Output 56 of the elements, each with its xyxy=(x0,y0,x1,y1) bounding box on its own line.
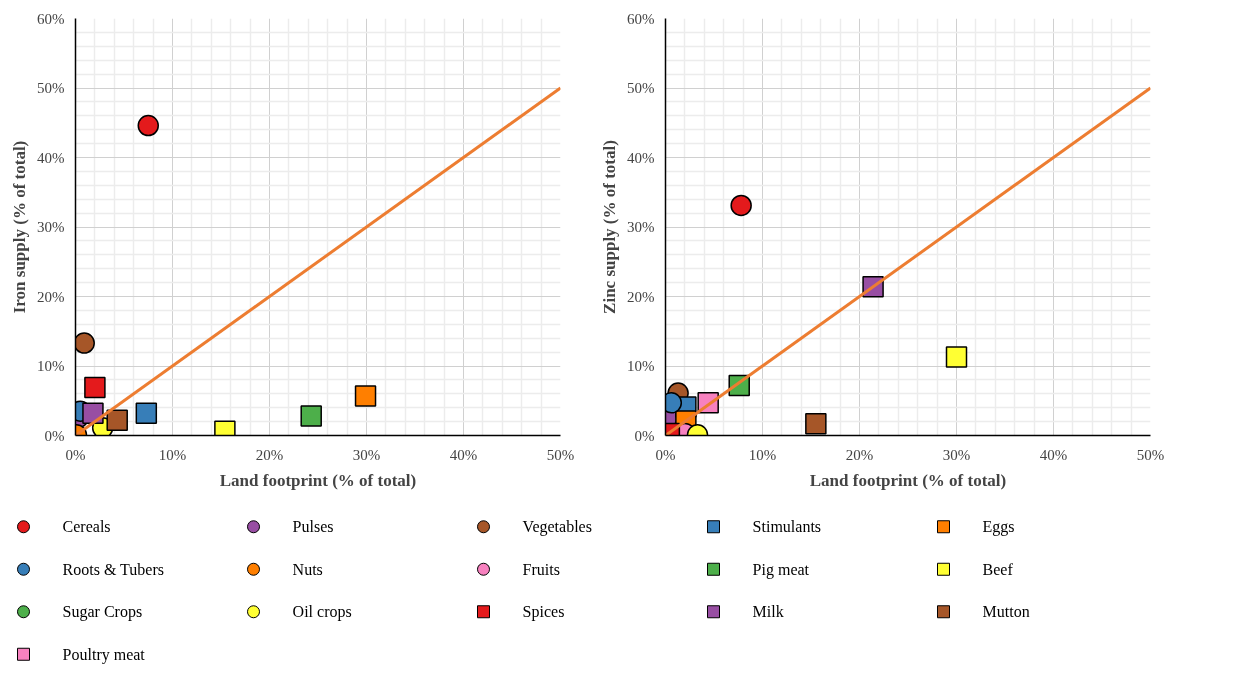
legend-label: Mutton xyxy=(982,603,1030,621)
legend-label: Milk xyxy=(752,603,784,621)
y-tick-label: 50% xyxy=(627,80,655,96)
y-tick-label: 10% xyxy=(627,358,655,374)
y-tick-label: 60% xyxy=(627,10,655,27)
legend-label: Cereals xyxy=(62,518,111,536)
y-tick-label: 40% xyxy=(627,149,655,166)
y-tick-label: 60% xyxy=(37,10,65,27)
y-tick-label: 20% xyxy=(37,288,65,305)
y-tick-label: 0% xyxy=(634,427,655,444)
legend-label: Oil crops xyxy=(292,603,352,622)
legend-label: Eggs xyxy=(982,518,1015,537)
point xyxy=(135,402,158,425)
legend-label: Nuts xyxy=(292,560,323,578)
x-tick-label: 50% xyxy=(1136,446,1165,463)
x-tick-label: 10% xyxy=(158,446,187,463)
legend-label: Pig meat xyxy=(752,560,810,579)
x-axis-title: Land footprint (% of total) xyxy=(219,470,417,490)
y-tick-label: 10% xyxy=(37,358,65,374)
x-tick-label: 20% xyxy=(845,446,874,463)
point xyxy=(730,194,752,217)
legend-label: Stimulants xyxy=(752,518,822,536)
legend-label: Vegetables xyxy=(522,518,592,537)
legend-label: Pulses xyxy=(292,518,334,536)
x-tick-label: 0% xyxy=(65,446,86,463)
y-axis-title: Iron supply (% of total) xyxy=(10,140,29,314)
point xyxy=(300,405,322,427)
y-tick-label: 40% xyxy=(37,149,65,166)
y-tick-label: 30% xyxy=(627,219,655,235)
point xyxy=(137,114,159,137)
legend-label: Poultry meat xyxy=(62,645,146,664)
legend-label: Sugar Crops xyxy=(62,603,143,622)
x-tick-label: 50% xyxy=(546,446,575,463)
point xyxy=(945,346,968,368)
legend-label: Spices xyxy=(522,603,565,622)
x-tick-label: 20% xyxy=(255,446,284,463)
legend-label: Roots & Tubers xyxy=(62,560,164,578)
x-tick-label: 0% xyxy=(655,446,676,463)
point xyxy=(805,412,827,435)
x-tick-label: 30% xyxy=(352,446,381,463)
point xyxy=(84,376,106,399)
y-tick-label: 0% xyxy=(44,427,65,444)
x-axis-title: Land footprint (% of total) xyxy=(809,470,1007,490)
x-tick-label: 40% xyxy=(449,446,478,463)
point xyxy=(75,332,95,354)
y-tick-label: 20% xyxy=(627,288,655,305)
legend-label: Fruits xyxy=(522,560,560,578)
x-tick-label: 40% xyxy=(1039,446,1068,463)
point xyxy=(354,385,377,407)
x-tick-label: 10% xyxy=(748,446,777,463)
y-tick-label: 50% xyxy=(37,80,65,96)
x-tick-label: 30% xyxy=(942,446,971,463)
y-axis-title: Zinc supply (% of total) xyxy=(600,140,619,314)
legend-label: Beef xyxy=(982,560,1014,578)
y-tick-label: 30% xyxy=(37,219,65,235)
point xyxy=(106,409,128,431)
